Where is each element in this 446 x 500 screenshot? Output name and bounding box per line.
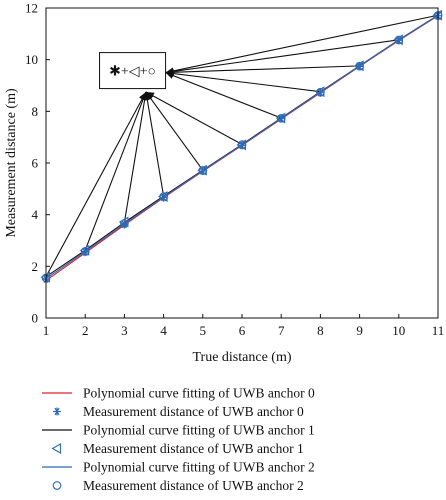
annotation-arrowhead: [165, 67, 175, 75]
marker-circle: [80, 247, 90, 256]
marker-circle: [276, 113, 286, 123]
annotation-arrowhead: [145, 91, 155, 99]
x-axis-ticks: 1 2 3 4 5 6 7 8 9 10 11: [43, 314, 445, 338]
x-tick-label: 4: [160, 323, 167, 338]
annotation-arrow-line: [165, 39, 399, 74]
marker-circle: [355, 61, 364, 71]
x-tick-label: 1: [43, 323, 50, 338]
marker-circle: [394, 35, 404, 45]
annotation-arrow-line: [84, 91, 147, 251]
legend-item: Polynomial curve fitting of UWB anchor 0: [42, 386, 315, 401]
measurement-markers: [40, 9, 443, 284]
marker-circle: [237, 140, 247, 150]
x-tick-label: 9: [356, 323, 363, 338]
x-tick-label: 7: [278, 323, 285, 338]
y-tick-label: 6: [32, 156, 39, 171]
annotation-box: ✱+◁+○: [99, 52, 167, 90]
legend: Polynomial curve fitting of UWB anchor 0…: [42, 386, 315, 493]
annotation-arrow-line: [165, 65, 360, 74]
y-tick-label: 12: [25, 1, 38, 16]
x-tick-label: 8: [317, 323, 324, 338]
annotation-arrow-line: [165, 14, 439, 74]
x-tick-label: 2: [82, 323, 89, 338]
legend-item: Measurement distance of UWB anchor 2: [52, 478, 304, 493]
annotation-arrows: [45, 14, 439, 277]
y-axis-label: Measurement distance (m): [4, 88, 19, 238]
marker-circle: [120, 219, 129, 228]
marker-circle: [198, 166, 208, 175]
marker-circle: [159, 192, 168, 201]
annotation-arrow-line: [45, 91, 147, 277]
annotation-arrow-line: [165, 72, 321, 93]
annotation-arrow-line: [145, 91, 243, 145]
legend-item: Measurement distance of UWB anchor 1: [51, 441, 304, 456]
y-tick-label: 0: [32, 311, 39, 326]
x-axis-label: True distance (m): [192, 350, 291, 365]
marker-circle: [316, 87, 325, 97]
y-tick-label: 4: [32, 207, 39, 222]
x-tick-label: 3: [121, 323, 128, 338]
y-tick-label: 2: [32, 259, 39, 274]
marker-triangle-left: [51, 443, 62, 454]
y-tick-label: 8: [32, 104, 39, 119]
legend-label: Polynomial curve fitting of UWB anchor 2: [83, 460, 315, 475]
legend-item: Polynomial curve fitting of UWB anchor 1: [42, 423, 315, 438]
x-tick-label: 6: [239, 323, 246, 338]
y-tick-label: 10: [25, 52, 38, 67]
legend-label: Measurement distance of UWB anchor 0: [83, 404, 304, 419]
y-axis-ticks: 0 2 4 6 8 10 12: [25, 1, 50, 326]
legend-label: Measurement distance of UWB anchor 1: [83, 441, 304, 456]
legend-item: Measurement distance of UWB anchor 0: [53, 404, 304, 419]
marker-circle: [52, 481, 62, 490]
annotation-arrow-line: [145, 91, 165, 197]
annotation-symbols: ✱+◁+○: [109, 65, 156, 80]
x-tick-label: 5: [200, 323, 207, 338]
annotation-arrow-line: [165, 72, 282, 119]
annotation-arrow-line: [145, 91, 204, 171]
x-tick-label: 10: [392, 323, 405, 338]
annotation-box-frame: [99, 52, 167, 90]
marker-asterisk: [53, 407, 61, 416]
legend-label: Polynomial curve fitting of UWB anchor 0: [83, 386, 315, 401]
x-tick-label: 11: [432, 323, 445, 338]
legend-item: Polynomial curve fitting of UWB anchor 2: [42, 460, 315, 475]
annotation-arrow-line: [123, 91, 147, 223]
legend-label: Measurement distance of UWB anchor 2: [83, 478, 304, 493]
legend-label: Polynomial curve fitting of UWB anchor 1: [83, 423, 315, 438]
